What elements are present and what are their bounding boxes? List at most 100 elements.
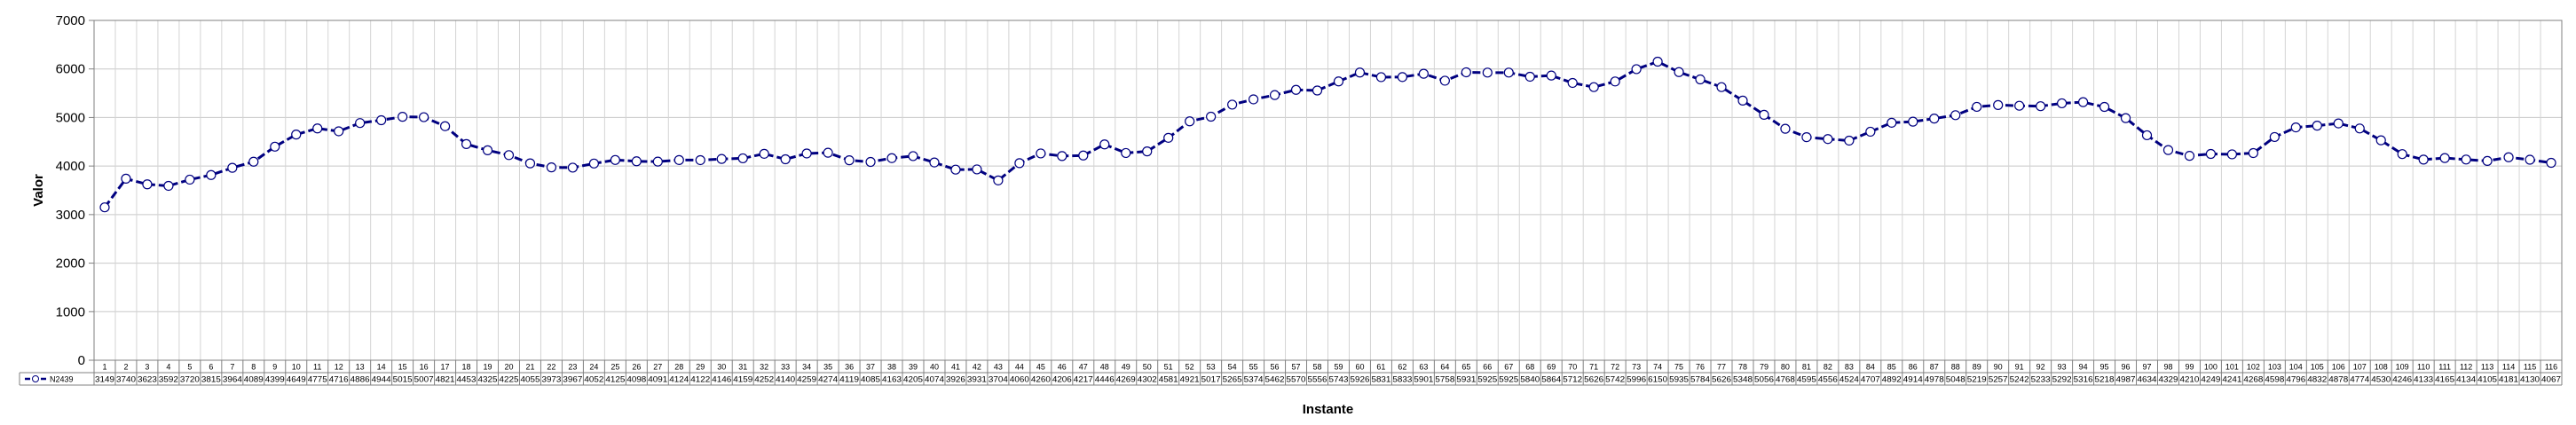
legend-marker	[32, 375, 39, 382]
data-value-cell: 3931	[967, 375, 987, 384]
x-category-label: 102	[2247, 363, 2260, 372]
y-tick-label: 0	[78, 353, 85, 368]
data-value-cell: 4146	[712, 375, 731, 384]
x-category-label: 30	[717, 363, 726, 372]
x-category-label: 112	[2460, 363, 2472, 372]
data-point	[1780, 123, 1791, 134]
data-point	[674, 154, 684, 165]
x-category-label: 81	[1802, 363, 1811, 372]
data-value-cell: 4074	[925, 375, 944, 384]
y-tick-label: 5000	[56, 110, 85, 125]
data-point	[1354, 67, 1366, 78]
data-value-cell: 5374	[1244, 375, 1264, 384]
data-point	[1929, 114, 1940, 124]
data-value-cell: 4268	[2243, 375, 2263, 384]
x-category-label: 77	[1717, 363, 1726, 372]
data-point	[716, 153, 727, 164]
x-category-label: 28	[674, 363, 683, 372]
data-value-cell: 4241	[2222, 375, 2241, 384]
data-point	[1078, 150, 1089, 161]
data-point	[2333, 118, 2344, 129]
data-value-cell: 5935	[1669, 375, 1689, 384]
data-point	[99, 202, 110, 213]
data-point	[631, 156, 642, 167]
x-category-label: 51	[1164, 363, 1173, 372]
x-category-label: 40	[930, 363, 939, 372]
data-value-cell: 4122	[690, 375, 710, 384]
data-value-cell: 3704	[989, 375, 1008, 384]
data-value-cell: 4052	[584, 375, 603, 384]
data-value-cell: 4796	[2286, 375, 2305, 384]
legend-series-name: N2439	[50, 375, 74, 384]
data-point	[2290, 122, 2301, 133]
data-value-cell: 5316	[2074, 375, 2093, 384]
data-point	[759, 148, 769, 159]
data-value-cell: 3815	[201, 375, 221, 384]
x-category-label: 60	[1355, 363, 1364, 372]
data-point	[1631, 64, 1642, 75]
data-value-cell: 4634	[2138, 375, 2157, 384]
x-category-label: 13	[356, 363, 365, 372]
x-category-label: 92	[2036, 363, 2045, 372]
data-point	[1014, 158, 1025, 169]
data-point	[2397, 149, 2407, 160]
x-category-label: 33	[781, 363, 790, 372]
data-value-cell: 4133	[2414, 375, 2433, 384]
data-point	[1375, 72, 1387, 83]
data-value-cell: 5931	[1456, 375, 1476, 384]
data-value-cell: 5758	[1435, 375, 1454, 384]
data-value-cell: 4125	[605, 375, 625, 384]
x-category-label: 56	[1271, 363, 1280, 372]
data-value-cell: 5007	[414, 375, 434, 384]
data-point	[2141, 130, 2153, 141]
data-point	[1036, 148, 1046, 159]
x-category-label: 4	[166, 363, 170, 372]
x-category-label: 64	[1440, 363, 1449, 372]
data-value-cell: 4325	[478, 375, 498, 384]
x-category-label: 8	[251, 363, 256, 372]
data-point	[652, 156, 663, 167]
data-value-cell: 4060	[1010, 375, 1029, 384]
x-category-label: 75	[1674, 363, 1683, 372]
x-category-label: 103	[2268, 363, 2281, 372]
data-value-cell: 4089	[244, 375, 264, 384]
data-point	[1759, 109, 1769, 120]
x-category-label: 96	[2122, 363, 2131, 372]
x-category-label: 14	[377, 363, 386, 372]
x-category-label: 44	[1015, 363, 1024, 372]
data-value-cell: 3149	[95, 375, 114, 384]
x-category-label: 2	[123, 363, 128, 372]
data-point	[2439, 153, 2450, 163]
x-category-label: 57	[1292, 363, 1301, 372]
x-category-label: 65	[1461, 363, 1470, 372]
data-value-cell: 5348	[1733, 375, 1753, 384]
data-point	[1227, 99, 1238, 110]
x-category-label: 26	[632, 363, 641, 372]
x-category-label: 88	[1951, 363, 1960, 372]
x-category-label: 90	[1994, 363, 2003, 372]
x-category-label: 116	[2545, 363, 2557, 372]
x-category-label: 48	[1100, 363, 1109, 372]
data-value-cell: 4055	[520, 375, 540, 384]
x-category-label: 12	[335, 363, 343, 372]
x-category-label: 104	[2289, 363, 2303, 372]
x-category-label: 10	[292, 363, 301, 372]
data-point	[588, 158, 599, 169]
data-value-cell: 4821	[436, 375, 455, 384]
data-value-cell: 4581	[1159, 375, 1178, 384]
data-value-cell: 3967	[563, 375, 582, 384]
data-value-cell: 4225	[500, 375, 519, 384]
data-point	[185, 174, 195, 185]
data-point	[2503, 152, 2514, 162]
data-value-cell: 4252	[754, 375, 774, 384]
x-category-label: 83	[1845, 363, 1854, 372]
data-point	[1418, 68, 1429, 79]
data-point	[1121, 147, 1131, 159]
x-category-label: 22	[547, 363, 555, 372]
y-tick-label: 1000	[56, 304, 85, 319]
data-point	[886, 153, 897, 163]
x-category-label: 73	[1632, 363, 1641, 372]
data-value-cell: 4302	[1138, 375, 1157, 384]
data-point	[2482, 155, 2493, 166]
x-category-label: 29	[696, 363, 705, 372]
